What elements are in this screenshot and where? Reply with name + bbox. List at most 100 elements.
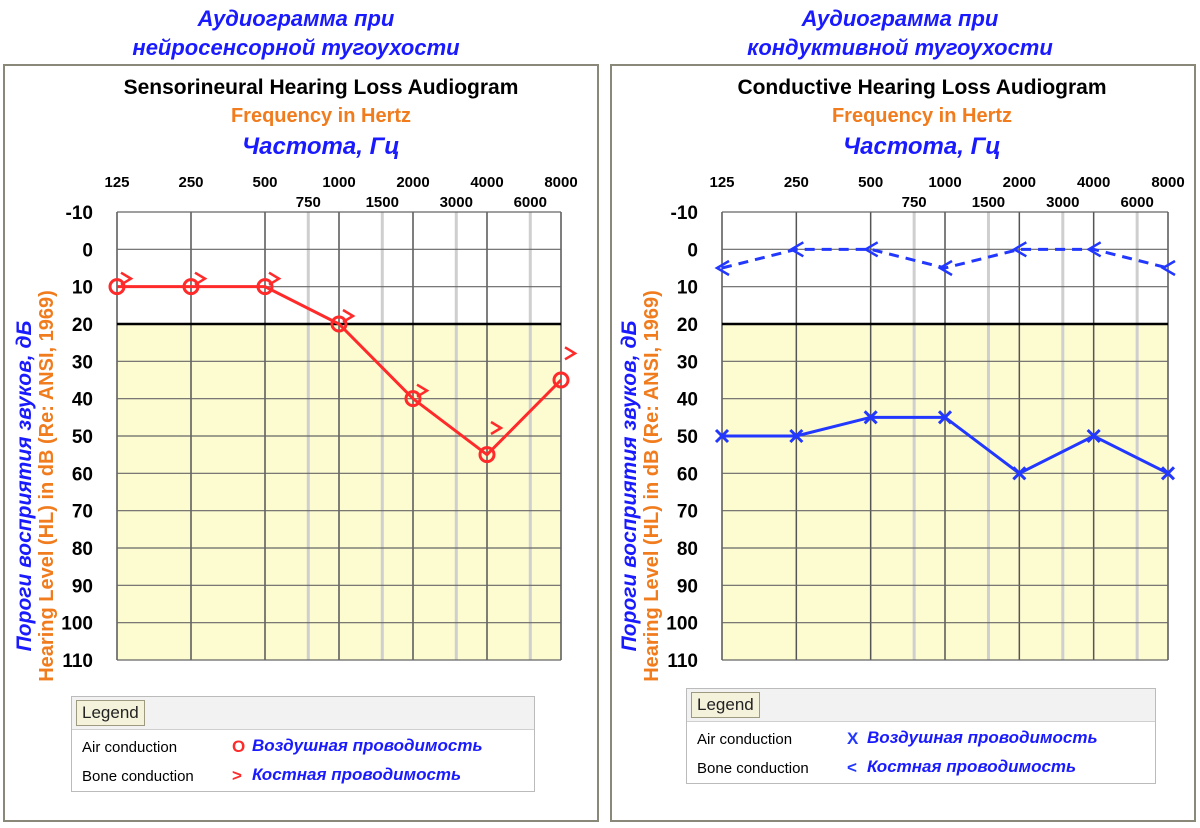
- bone-marker-point: [120, 271, 134, 286]
- x-tick-label: 125: [104, 174, 129, 191]
- y-tick-label: 40: [72, 390, 93, 411]
- x-tick-label: 1000: [322, 174, 355, 191]
- y-tick-label: 60: [72, 464, 93, 485]
- air-marker-point: [789, 428, 804, 444]
- y-tick-label: 10: [72, 278, 93, 299]
- chart-title: Sensorineural Hearing Loss Audiogram: [124, 76, 519, 99]
- y-axis-title: Hearing Level (HL) in dB (Re: ANSI, 1969…: [36, 290, 58, 682]
- y-tick-label: 90: [677, 576, 698, 597]
- x-axis-title: Frequency in Hertz: [231, 105, 411, 127]
- y-axis-title: Hearing Level (HL) in dB (Re: ANSI, 1969…: [641, 290, 663, 682]
- y-tick-label: 70: [677, 502, 698, 523]
- legend-symbol-bone: <: [847, 758, 857, 777]
- air-marker-point: [1086, 428, 1101, 444]
- bone-marker-point: [937, 259, 953, 277]
- air-marker-point: [256, 278, 274, 296]
- air-marker-point: [404, 390, 422, 408]
- y-tick-label: 0: [82, 240, 93, 261]
- y-tick-label: -10: [671, 203, 698, 224]
- y-tick-label: 50: [677, 427, 698, 448]
- legend-label-ru-air: Воздушная проводимость: [252, 736, 483, 755]
- legend: Legend Air conduction O Воздушная проводимо…: [71, 696, 535, 792]
- x-tick-label-mid: 750: [296, 194, 321, 211]
- legend-label-air: Air conduction: [697, 731, 793, 748]
- audiogram-panel-conductive: Conductive Hearing Loss Audiogram Frequen…: [610, 64, 1196, 822]
- y-tick-label: 30: [677, 352, 698, 373]
- air-marker-point: [478, 446, 496, 464]
- air-marker-point: [182, 278, 200, 296]
- bone-marker-point: [416, 383, 430, 398]
- legend-label-ru-air: Воздушная проводимость: [867, 728, 1098, 747]
- y-tick-label: 20: [72, 315, 93, 336]
- legend-label-bone: Bone conduction: [697, 760, 809, 777]
- bone-marker-point: [863, 241, 879, 258]
- x-tick-label: 8000: [1151, 174, 1184, 191]
- legend-header: Legend: [687, 689, 1155, 722]
- x-tick-label: 2000: [1003, 174, 1036, 191]
- ru-title-right: Аудиограмма при кондуктивной тугоухости: [747, 6, 1053, 60]
- x-tick-label-mid: 1500: [366, 194, 399, 211]
- audiogram-panel-sensorineural: Sensorineural Hearing Loss Audiogram Freq…: [3, 64, 599, 822]
- legend-symbol-bone: >: [232, 766, 242, 785]
- bone-marker-point: [564, 346, 578, 361]
- legend-tab[interactable]: Legend: [691, 692, 760, 718]
- legend-label-ru-bone: Костная проводимость: [252, 765, 462, 784]
- x-tick-label: 1000: [928, 174, 961, 191]
- chart-title: Conductive Hearing Loss Audiogram: [737, 76, 1106, 99]
- series-line-bone-conduction: [721, 247, 1169, 270]
- x-tick-label-mid: 6000: [514, 194, 547, 211]
- legend-header: Legend: [72, 697, 534, 730]
- y-tick-label: 100: [61, 614, 93, 635]
- x-axis-title: Frequency in Hertz: [832, 105, 1012, 127]
- legend: Legend Air conduction X Воздушная проводимо…: [686, 688, 1156, 784]
- x-tick-label-mid: 1500: [972, 194, 1005, 211]
- x-tick-label-mid: 750: [902, 194, 927, 211]
- y-tick-label: 80: [677, 539, 698, 560]
- legend-symbol-air: X: [847, 729, 859, 748]
- y-tick-label: 10: [677, 278, 698, 299]
- legend-symbol-air: O: [232, 737, 246, 756]
- audiogram-chart: Conductive Hearing Loss Audiogram Frequen…: [618, 76, 1185, 682]
- y-axis-title-ru: Пороги восприятия звуков, дБ: [13, 321, 36, 652]
- y-tick-label: 0: [687, 240, 698, 261]
- air-marker-point: [1012, 466, 1027, 481]
- y-tick-label: 30: [72, 352, 93, 373]
- air-marker-point: [714, 428, 730, 444]
- x-tick-label: 250: [784, 174, 809, 191]
- x-tick-label: 4000: [1077, 174, 1110, 191]
- y-axis-title-ru: Пороги восприятия звуков, дБ: [618, 321, 641, 652]
- series-line-air-conduction: [117, 285, 563, 457]
- bone-marker-point: [268, 271, 282, 286]
- bone-marker-point: [714, 259, 730, 277]
- audiogram-chart: Sensorineural Hearing Loss Audiogram Freq…: [13, 76, 578, 682]
- x-tick-label: 250: [178, 174, 203, 191]
- bone-marker-point: [788, 241, 804, 258]
- bone-marker-point: [1011, 241, 1027, 258]
- legend-label-ru-bone: Костная проводимость: [867, 757, 1077, 776]
- y-tick-label: 50: [72, 427, 93, 448]
- x-tick-label: 2000: [396, 174, 429, 191]
- legend-tab[interactable]: Legend: [76, 700, 145, 726]
- x-tick-label: 4000: [470, 174, 503, 191]
- x-tick-label-mid: 3000: [440, 194, 473, 211]
- x-tick-label: 500: [252, 174, 277, 191]
- y-tick-label: 100: [666, 614, 698, 635]
- air-marker-point: [937, 410, 953, 425]
- bone-marker-point: [1160, 259, 1176, 277]
- x-axis-title-ru: Частота, Гц: [242, 133, 400, 160]
- x-tick-label: 125: [709, 174, 734, 191]
- air-marker-point: [552, 371, 570, 389]
- bone-marker-point: [342, 308, 356, 324]
- y-tick-label: 110: [667, 651, 698, 672]
- ru-title-left: Аудиограмма при нейросенсорной тугоухости: [132, 6, 460, 60]
- x-tick-label-mid: 3000: [1046, 194, 1079, 211]
- air-marker-point: [330, 315, 348, 333]
- bone-marker-point: [1086, 241, 1102, 258]
- y-tick-label: 90: [72, 576, 93, 597]
- x-tick-label-mid: 6000: [1120, 194, 1153, 211]
- legend-label-bone: Bone conduction: [82, 768, 194, 785]
- air-marker-point: [108, 278, 126, 296]
- y-tick-label: 40: [677, 390, 698, 411]
- y-tick-label: 60: [677, 464, 698, 485]
- y-tick-label: 80: [72, 539, 93, 560]
